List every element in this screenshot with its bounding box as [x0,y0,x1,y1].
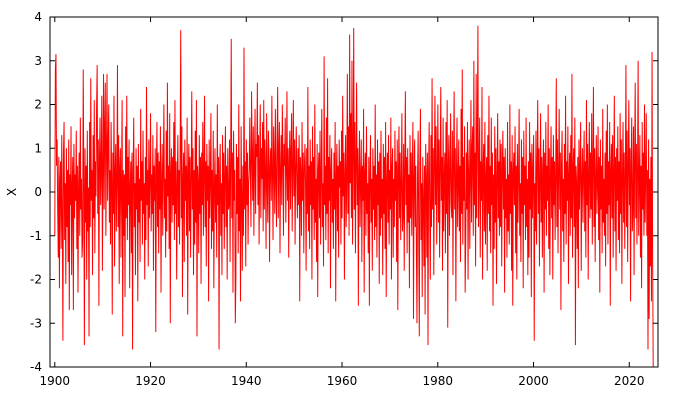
y-tick-label: -4 [30,360,42,374]
x-tick-label: 2000 [518,374,549,388]
y-tick-label: -1 [30,229,42,243]
y-tick-label: 3 [34,54,42,68]
y-tick-label: -3 [30,316,42,330]
x-tick-label: 1940 [231,374,262,388]
y-tick-label: -2 [30,273,42,287]
x-axis: 1900 1920 1940 1960 1980 2000 2020 [40,17,645,388]
x-tick-label: 1920 [135,374,166,388]
y-tick-label: 2 [34,98,42,112]
y-axis-label: X [5,188,19,196]
y-axis: -4 -3 -2 -1 0 1 2 3 4 [30,10,658,374]
y-tick-label: 4 [34,10,42,24]
series-line [54,25,654,368]
y-tick-label: 0 [34,185,42,199]
series-layer [54,25,654,368]
x-tick-label: 2020 [614,374,645,388]
x-tick-label: 1980 [423,374,454,388]
x-tick-label: 1900 [40,374,71,388]
x-tick-label: 1960 [327,374,358,388]
y-tick-label: 1 [34,141,42,155]
